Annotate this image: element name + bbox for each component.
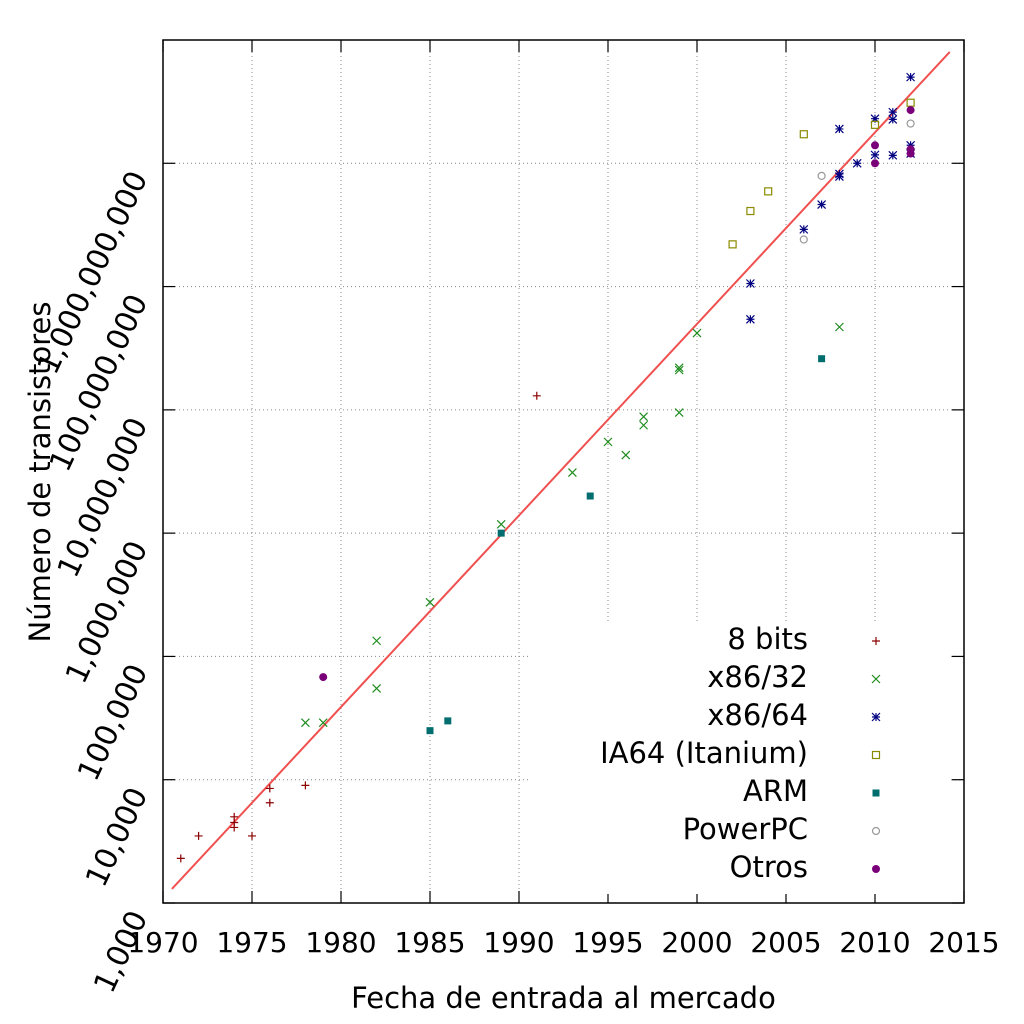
data-point: [248, 831, 256, 840]
data-point: [639, 412, 649, 422]
data-point: [817, 171, 826, 181]
data-point: [265, 798, 274, 807]
data-point: [906, 119, 915, 128]
data-point: [425, 597, 435, 607]
legend-marker: [871, 674, 881, 684]
data-points: [176, 72, 916, 863]
x-tick-label: 2015: [928, 926, 999, 959]
data-point: [888, 107, 898, 117]
y-axis-title: Número de transistores: [23, 302, 57, 643]
legend-marker: [871, 826, 881, 836]
x-axis-title: Fecha de entrada al mercado: [351, 981, 776, 1015]
legend-marker: [871, 712, 881, 722]
data-point: [194, 831, 203, 840]
data-point: [603, 437, 613, 447]
y-tick-label: 10,000: [79, 782, 155, 892]
data-point: [871, 159, 879, 168]
data-point: [870, 120, 880, 129]
data-point: [301, 781, 310, 790]
legend-label: PowerPC: [683, 812, 808, 846]
data-point: [870, 114, 880, 124]
data-point: [746, 206, 755, 216]
plot-area-frame: [162, 39, 965, 904]
data-point: [674, 365, 684, 375]
legend-label: ARM: [743, 774, 808, 808]
data-point: [497, 529, 505, 537]
data-point: [692, 328, 702, 338]
x-tick-labels: 1970 1975 1980 1985 1990 1995 2000 2005 2010 2015: [127, 926, 999, 959]
legend-label: x86/64: [707, 698, 808, 732]
data-point: [906, 98, 915, 107]
x-tick-label: 1980: [305, 926, 376, 959]
data-point: [318, 718, 328, 728]
data-point: [871, 141, 879, 150]
data-point: [300, 718, 310, 728]
x-tick-label: 1985: [394, 926, 465, 959]
data-point: [674, 408, 684, 418]
data-point: [745, 279, 755, 288]
legend-label: x86/32: [707, 660, 808, 694]
legend-label: Otros: [730, 850, 808, 884]
data-point: [567, 468, 577, 477]
data-point: [319, 673, 328, 682]
legend-marker: [871, 750, 881, 760]
x-tick-label: 2010: [839, 926, 910, 959]
x-tick-label: 2005: [750, 926, 821, 959]
trend-line-group: [171, 51, 951, 890]
legend-label: IA64 (Itanium): [600, 736, 808, 770]
data-point: [906, 106, 915, 115]
data-point: [888, 114, 898, 124]
data-point: [728, 240, 737, 249]
data-point: [799, 235, 808, 244]
x-tick-label: 1975: [216, 926, 287, 959]
data-point: [870, 150, 880, 160]
data-point: [230, 818, 239, 827]
legend-marker: [872, 789, 880, 797]
data-point: [621, 450, 631, 460]
legend-marker: [872, 865, 880, 873]
data-point: [586, 492, 594, 500]
axis-ticks: [162, 40, 965, 904]
data-point: [818, 355, 826, 363]
legend-label: 8 bits: [727, 622, 808, 656]
data-point: [834, 322, 844, 332]
data-point: [817, 200, 827, 209]
data-point: [496, 519, 506, 529]
data-point: [745, 314, 755, 324]
data-point: [265, 784, 274, 793]
data-point: [639, 420, 649, 430]
x-tick-label: 1990: [483, 926, 554, 959]
data-point: [799, 224, 809, 234]
data-point: [852, 158, 862, 168]
x-tick-label: 1995: [572, 926, 643, 959]
data-point: [764, 187, 773, 196]
data-point: [888, 150, 898, 160]
data-point: [906, 72, 916, 82]
data-point: [426, 727, 434, 735]
data-point: [372, 636, 382, 646]
legend-marker: [872, 637, 880, 645]
x-tick-label: 1970: [127, 926, 198, 959]
data-point: [176, 854, 185, 863]
data-point: [444, 717, 452, 725]
data-point: [372, 684, 382, 693]
data-point: [906, 145, 915, 154]
data-point: [674, 363, 684, 373]
x-tick-label: 2000: [661, 926, 732, 959]
data-point: [834, 169, 844, 179]
legend: 8 bits x86/32 x86/64 IA64 (Itanium) ARM Power…: [528, 622, 948, 894]
data-point: [799, 130, 808, 139]
data-point: [532, 391, 541, 400]
trend-line: [171, 51, 951, 890]
data-point: [834, 124, 844, 134]
